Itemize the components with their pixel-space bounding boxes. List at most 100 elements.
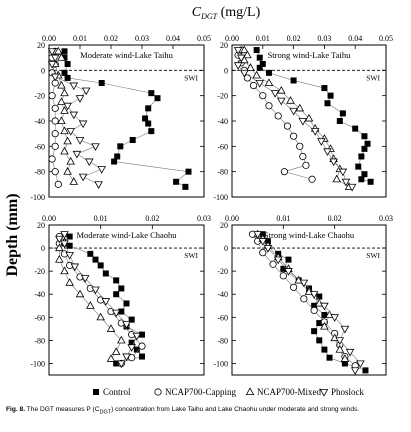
data-point [341, 178, 351, 187]
data-point [97, 262, 104, 269]
data-point [117, 143, 124, 150]
y-tick-label: 20 [37, 41, 45, 50]
legend-label: Phoslock [331, 387, 365, 397]
data-point [358, 176, 365, 183]
data-point [304, 113, 314, 122]
y-tick-label: -40 [217, 117, 228, 126]
series-ncap700-capping [248, 230, 359, 370]
swi-label: SWI [366, 73, 380, 82]
top-axis-title: CDGT (mg/L) [192, 5, 261, 21]
data-point [284, 268, 293, 276]
data-point [48, 155, 56, 163]
data-point [63, 136, 72, 145]
data-point [142, 115, 149, 122]
data-point [310, 306, 318, 314]
x-tick-label: 0.03 [379, 214, 393, 223]
y-tick-label: 20 [220, 41, 228, 50]
x-tick-label: 0.00 [42, 214, 56, 223]
data-point [65, 251, 74, 260]
y-tick-label: 20 [37, 221, 45, 230]
x-tick-label: 0.03 [197, 214, 211, 223]
data-point [283, 122, 292, 130]
y-tick-label: -60 [34, 313, 45, 322]
data-point [298, 118, 308, 126]
panel-3: 0.00 0.01 0.02 0.03 20 0 -20 -40 -60 -80 -100 SWI Mo… [30, 214, 211, 376]
data-point [69, 177, 79, 185]
data-point [51, 168, 59, 176]
data-point [139, 353, 145, 360]
data-point [299, 152, 307, 161]
panel-title: Strong wind-Lake Chaohu [264, 230, 355, 240]
data-point [96, 312, 105, 321]
data-point [94, 181, 103, 189]
data-point [361, 171, 368, 178]
data-point [72, 150, 82, 159]
data-point [54, 180, 62, 188]
data-point [240, 69, 249, 78]
data-point [50, 54, 60, 63]
data-point [309, 291, 319, 299]
data-point [352, 125, 359, 132]
legend-marker [245, 387, 255, 396]
series-ncap700-capping [48, 47, 62, 188]
data-point [148, 90, 155, 97]
data-point [265, 102, 273, 110]
data-point [233, 62, 243, 70]
data-point [185, 168, 192, 175]
legend-item: NCAP700-Mixed [245, 387, 322, 397]
legend-marker [319, 388, 329, 397]
data-point [113, 291, 120, 298]
data-point [118, 308, 125, 315]
data-point [75, 95, 85, 103]
data-point [300, 295, 308, 303]
data-point [276, 85, 286, 94]
data-point [311, 328, 318, 335]
data-point [233, 47, 243, 55]
data-point [75, 136, 85, 145]
data-point [289, 107, 298, 116]
data-point [259, 249, 267, 257]
data-point [128, 339, 135, 346]
series-phoslock [55, 231, 142, 369]
data-point [367, 178, 374, 185]
data-point [345, 348, 355, 357]
data-point [332, 174, 342, 183]
data-point [57, 53, 66, 61]
panel-1: 0.00 0.01 0.02 0.03 0.04 0.05 20 0 -20 -40 -60 -80 -… [30, 34, 211, 202]
data-point [60, 146, 69, 155]
data-point [302, 161, 310, 169]
data-point [269, 260, 277, 268]
x-tick-label: 0.05 [197, 34, 211, 43]
y-tick-label: -20 [34, 92, 45, 101]
data-point [308, 175, 316, 183]
series-control [61, 233, 145, 367]
series-line [64, 51, 190, 188]
data-point [253, 47, 260, 54]
y-axis-title: Depth (mm) [4, 193, 21, 276]
y-tick-label: -100 [30, 359, 45, 368]
data-point [356, 360, 365, 369]
x-tick-label: 0.03 [135, 34, 149, 43]
series-control [253, 47, 374, 185]
data-point [118, 285, 125, 292]
data-point [63, 102, 72, 111]
data-point [335, 344, 345, 353]
data-point [290, 77, 297, 84]
data-point [111, 309, 121, 318]
y-tick-label: -80 [217, 168, 228, 177]
data-point [117, 335, 126, 344]
x-tick-label: 0.01 [94, 214, 108, 223]
data-point [329, 158, 338, 167]
y-tick-label: -40 [217, 290, 228, 299]
data-point [246, 63, 255, 71]
data-point [60, 266, 69, 275]
data-point [338, 168, 348, 177]
x-tick-label: 0.02 [287, 34, 301, 43]
data-point [316, 337, 323, 344]
legend-item: Phoslock [319, 387, 365, 397]
series-ncap700-capping [234, 46, 316, 183]
data-point [324, 100, 331, 107]
y-tick-label: -80 [217, 336, 228, 345]
data-point [335, 337, 345, 346]
data-point [133, 346, 140, 353]
